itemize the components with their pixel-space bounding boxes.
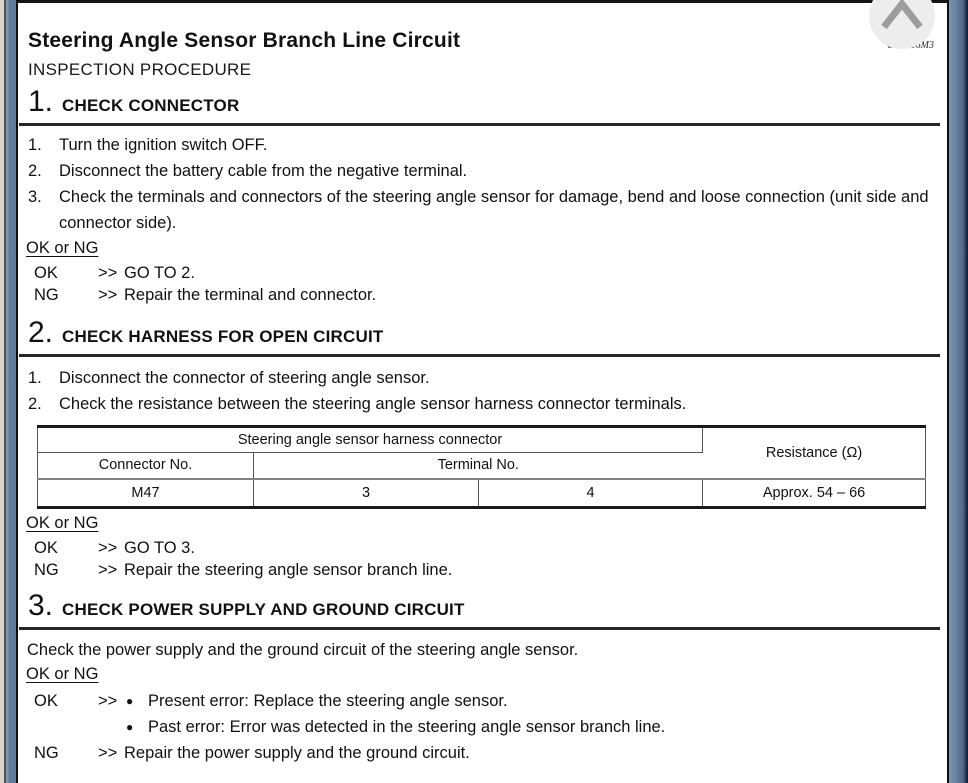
table-cell-terminal-2: 4 xyxy=(478,478,704,508)
result-line: NG >> Repair the power supply and the gr… xyxy=(34,740,940,766)
table-cell-terminal-1: 3 xyxy=(253,478,479,508)
step-number: 1. xyxy=(28,369,42,387)
step-text: Disconnect the battery cable from the ne… xyxy=(59,162,468,180)
chevron-up-icon xyxy=(881,0,923,30)
section-1-results: OK >> GO TO 2. NG >> Repair the terminal… xyxy=(26,262,940,306)
bullet-icon: ● xyxy=(126,720,134,734)
result-line: NG >> Repair the terminal and connector. xyxy=(34,284,940,306)
section-2-title: CHECK HARNESS FOR OPEN CIRCUIT xyxy=(62,327,384,346)
result-text: Present error: Replace the steering angl… xyxy=(148,692,508,710)
result-label: OK xyxy=(34,539,58,557)
section-2-number: 2. xyxy=(28,316,54,349)
result-text: GO TO 3. xyxy=(124,539,195,557)
step-item: 1. Turn the ignition switch OFF. xyxy=(26,132,940,158)
scroll-top-button[interactable] xyxy=(869,0,935,49)
table-header-resistance: Resistance (Ω) xyxy=(702,426,926,480)
section-1-title: CHECK CONNECTOR xyxy=(62,96,240,115)
section-2-steps: 1. Disconnect the connector of steering … xyxy=(26,365,940,417)
step-number: 2. xyxy=(28,162,42,180)
step-item: 2. Check the resistance between the stee… xyxy=(26,391,940,417)
ok-or-ng-label: OK or NG xyxy=(26,665,99,683)
section-3-number: 3. xyxy=(28,589,54,622)
harness-connector-table: Steering angle sensor harness connector … xyxy=(37,425,927,509)
result-line: OK >> ● Present error: Replace the steer… xyxy=(34,688,940,714)
result-arrow: >> xyxy=(98,539,118,557)
table-header-connector-no: Connector No. xyxy=(37,452,254,480)
document-page: Steering Angle Sensor Branch Line Circui… xyxy=(18,3,947,783)
result-arrow: >> xyxy=(98,264,118,282)
section-1-divider xyxy=(19,123,940,126)
procedure-heading: INSPECTION PROCEDURE xyxy=(28,60,252,79)
result-arrow: >> xyxy=(98,692,118,710)
result-label: NG xyxy=(34,286,59,304)
step-text: Check the terminals and connectors of th… xyxy=(59,188,929,232)
step-item: 1. Disconnect the connector of steering … xyxy=(26,365,940,391)
table-cell-connector-no: M47 xyxy=(37,478,254,508)
result-line: ● Past error: Error was detected in the … xyxy=(124,714,940,740)
step-number: 1. xyxy=(28,136,42,154)
section-1-heading: 1. CHECK CONNECTOR xyxy=(28,87,940,117)
result-label: OK xyxy=(34,692,58,710)
page-title: Steering Angle Sensor Branch Line Circui… xyxy=(28,29,461,52)
window-frame-left xyxy=(6,0,16,783)
table-data-row: M47 3 4 Approx. 54 – 66 xyxy=(37,478,926,508)
result-line: OK >> GO TO 2. xyxy=(34,262,940,284)
result-text: Repair the steering angle sensor branch … xyxy=(124,561,453,579)
section-3-heading: 3. CHECK POWER SUPPLY AND GROUND CIRCUIT xyxy=(28,591,940,621)
result-label: NG xyxy=(34,561,59,579)
step-item: 2. Disconnect the battery cable from the… xyxy=(26,158,940,184)
section-2-results: OK >> GO TO 3. NG >> Repair the steering… xyxy=(26,537,940,581)
step-item: 3. Check the terminals and connectors of… xyxy=(26,184,940,236)
result-label: OK xyxy=(34,264,58,282)
table-cell-resistance: Approx. 54 – 66 xyxy=(762,484,866,501)
result-label: NG xyxy=(34,744,59,762)
step-text: Turn the ignition switch OFF. xyxy=(59,136,268,154)
result-text: GO TO 2. xyxy=(124,264,195,282)
window-frame-right xyxy=(949,0,968,783)
table-header-row-2: Connector No. Terminal No. xyxy=(37,452,926,480)
section-1-number: 1. xyxy=(28,85,54,118)
background-window-edge xyxy=(0,0,4,783)
section-3-divider xyxy=(19,627,940,630)
result-line: NG >> Repair the steering angle sensor b… xyxy=(34,559,940,581)
section-3-title: CHECK POWER SUPPLY AND GROUND CIRCUIT xyxy=(62,600,465,619)
background-window-edge-line xyxy=(4,0,6,783)
result-arrow: >> xyxy=(98,561,118,579)
result-line: OK >> GO TO 3. xyxy=(34,537,940,559)
section-2-divider xyxy=(19,354,940,357)
step-text: Check the resistance between the steerin… xyxy=(59,395,687,413)
bullet-icon: ● xyxy=(126,694,134,708)
ok-or-ng-label: OK or NG xyxy=(26,514,99,532)
section-3-intro: Check the power supply and the ground ci… xyxy=(27,641,579,659)
section-3-results: OK >> ● Present error: Replace the steer… xyxy=(26,688,940,766)
page-border-right xyxy=(947,0,949,783)
ok-or-ng-label: OK or NG xyxy=(26,239,99,257)
page-border-left xyxy=(16,0,18,783)
result-text: Repair the power supply and the ground c… xyxy=(124,744,470,762)
table-header-terminal-no: Terminal No. xyxy=(253,452,703,480)
step-number: 3. xyxy=(28,188,42,206)
table-header-harness-connector: Steering angle sensor harness connector xyxy=(37,426,704,453)
result-arrow: >> xyxy=(98,744,118,762)
section-2-heading: 2. CHECK HARNESS FOR OPEN CIRCUIT xyxy=(28,318,940,348)
page-border-top xyxy=(18,0,947,3)
result-text: Past error: Error was detected in the st… xyxy=(148,718,666,736)
result-arrow: >> xyxy=(98,286,118,304)
step-text: Disconnect the connector of steering ang… xyxy=(59,369,430,387)
step-number: 2. xyxy=(28,395,42,413)
result-text: Repair the terminal and connector. xyxy=(124,286,377,304)
section-1-steps: 1. Turn the ignition switch OFF. 2. Disc… xyxy=(26,132,940,236)
table-header-row-1: Steering angle sensor harness connector … xyxy=(37,426,926,480)
